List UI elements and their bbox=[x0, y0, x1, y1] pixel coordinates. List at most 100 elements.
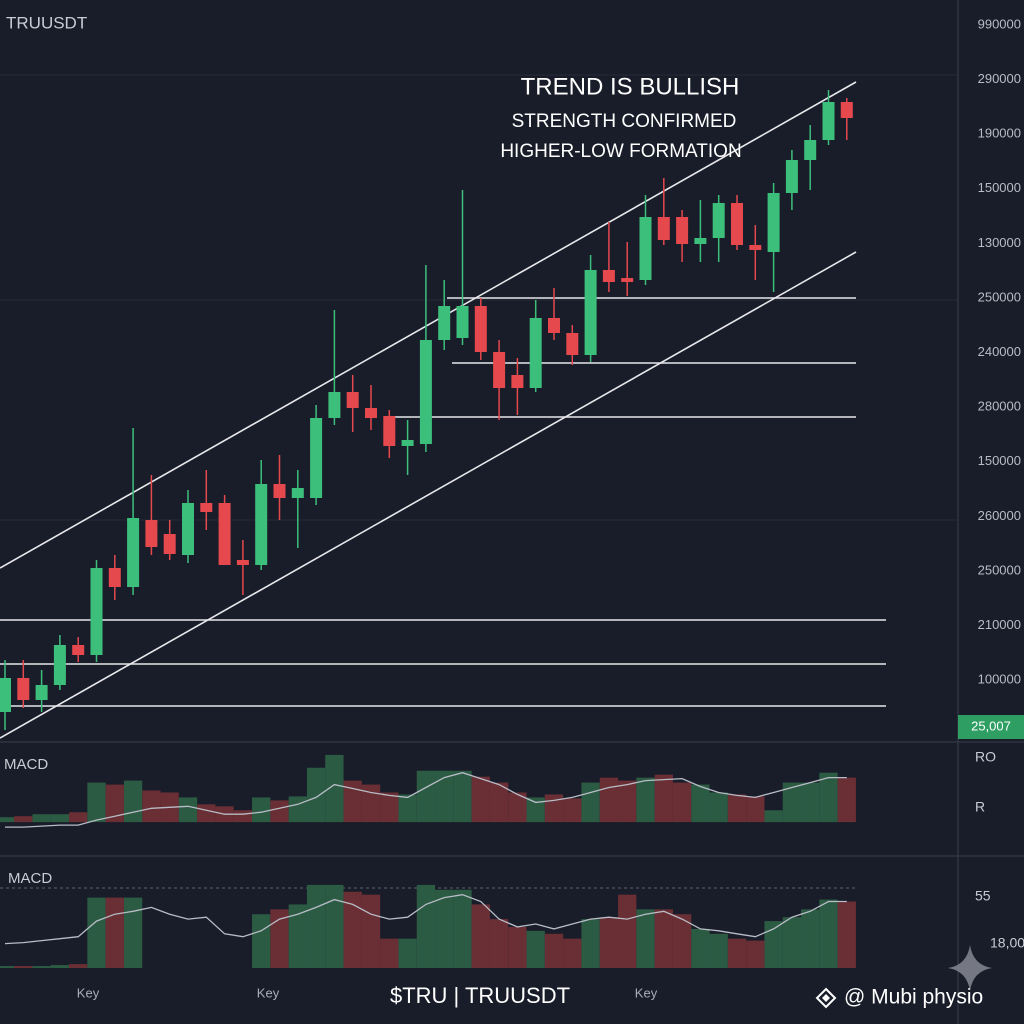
macd-bar bbox=[489, 919, 509, 968]
price-label: 250000 bbox=[978, 289, 1021, 304]
macd-bar bbox=[50, 814, 70, 823]
price-label: 240000 bbox=[978, 344, 1021, 359]
macd-bar bbox=[343, 891, 362, 968]
candle-body bbox=[749, 245, 762, 250]
candle-body bbox=[108, 568, 121, 587]
candle-body bbox=[694, 238, 707, 244]
sparkle-icon bbox=[948, 945, 992, 991]
candle-body bbox=[639, 217, 652, 280]
drawings bbox=[0, 81, 886, 739]
macd-bar bbox=[618, 780, 637, 823]
macd-bar bbox=[563, 938, 582, 968]
macd-bar bbox=[32, 966, 51, 968]
macd-bar bbox=[87, 782, 106, 823]
macd-bar bbox=[526, 930, 545, 968]
candle-body bbox=[383, 416, 396, 446]
candle-body bbox=[438, 306, 451, 340]
candle-body bbox=[657, 217, 670, 240]
candle-body bbox=[401, 440, 414, 446]
last-price: 25,007 bbox=[971, 718, 1011, 733]
price-axis: 990000 290000 190000 150000 130000 250000 2400… bbox=[978, 16, 1021, 686]
candle-body bbox=[365, 408, 377, 418]
panel-label: MACD bbox=[8, 870, 52, 887]
macd-bar bbox=[508, 792, 527, 823]
candle-body bbox=[200, 503, 213, 512]
panel-axis-label: R bbox=[975, 799, 985, 815]
macd-bar bbox=[142, 790, 161, 823]
macd-bar bbox=[105, 784, 124, 823]
macd-bar bbox=[563, 798, 582, 823]
candle-body bbox=[840, 102, 853, 118]
candle-body bbox=[273, 484, 286, 498]
candle-body bbox=[602, 270, 615, 282]
macd-bar bbox=[197, 804, 216, 823]
symbol: TRUUSDT bbox=[6, 13, 87, 32]
candle-body bbox=[145, 520, 158, 547]
candle-body bbox=[493, 352, 506, 388]
price-label: 990000 bbox=[978, 16, 1021, 31]
macd-bar bbox=[14, 966, 33, 968]
grid bbox=[0, 74, 958, 521]
macd-bar bbox=[636, 777, 655, 823]
panel-axis-label: RO bbox=[975, 749, 996, 765]
macd-bar bbox=[508, 926, 527, 968]
time-label: Key bbox=[635, 985, 658, 1000]
macd-bar bbox=[471, 904, 490, 968]
candle-body bbox=[474, 306, 487, 352]
macd-bar bbox=[672, 782, 692, 823]
macd-bar bbox=[727, 938, 747, 968]
price-label: 190000 bbox=[978, 126, 1021, 141]
macd-bar bbox=[819, 899, 838, 968]
macd-bar bbox=[801, 909, 820, 968]
price-label: 260000 bbox=[978, 508, 1021, 523]
candle-body bbox=[182, 503, 194, 555]
macd-bar bbox=[398, 794, 417, 823]
macd-bar bbox=[746, 796, 765, 823]
macd-bar bbox=[252, 914, 271, 968]
macd-bar bbox=[746, 940, 765, 968]
macd-bar bbox=[288, 796, 307, 823]
macd-bar bbox=[764, 810, 783, 823]
candles bbox=[0, 90, 853, 730]
macd-line bbox=[5, 772, 847, 828]
macd-bar bbox=[581, 919, 600, 968]
macd-bar bbox=[819, 772, 838, 823]
macd-bar bbox=[69, 964, 88, 968]
macd-bar bbox=[32, 814, 51, 823]
macd-bar bbox=[50, 965, 70, 968]
macd-bar bbox=[306, 767, 326, 823]
candle-body bbox=[35, 685, 48, 700]
candle-body bbox=[218, 503, 231, 565]
macd-bar bbox=[636, 909, 655, 968]
macd-bar bbox=[471, 776, 490, 823]
candle-body bbox=[456, 306, 469, 338]
candle-body bbox=[419, 340, 432, 444]
candle-body bbox=[255, 484, 268, 565]
macd-bar bbox=[453, 770, 472, 823]
candle-body bbox=[566, 333, 579, 355]
macd-bar bbox=[764, 921, 783, 968]
candle-body bbox=[17, 678, 30, 700]
macd-bar bbox=[599, 777, 619, 823]
macd-bar bbox=[654, 909, 673, 968]
macd-bar bbox=[544, 794, 564, 823]
macd-bar bbox=[691, 784, 710, 823]
candle-body bbox=[712, 203, 725, 238]
macd-bar bbox=[270, 909, 289, 968]
candle-body bbox=[236, 560, 249, 565]
macd-bar bbox=[435, 770, 454, 823]
price-label: 150000 bbox=[978, 180, 1021, 195]
macd-bar bbox=[416, 884, 436, 968]
candle-body bbox=[676, 217, 689, 244]
indicator-panels: MACD RO R MACD 55 18,000 bbox=[0, 749, 1024, 968]
candle-body bbox=[310, 418, 323, 498]
macd-line bbox=[4, 894, 847, 945]
candle-body bbox=[785, 160, 798, 193]
macd-bar bbox=[489, 782, 509, 823]
price-label: 130000 bbox=[978, 235, 1021, 250]
candle-body bbox=[127, 518, 140, 587]
candle-body bbox=[621, 278, 634, 282]
macd-bar bbox=[361, 784, 381, 823]
